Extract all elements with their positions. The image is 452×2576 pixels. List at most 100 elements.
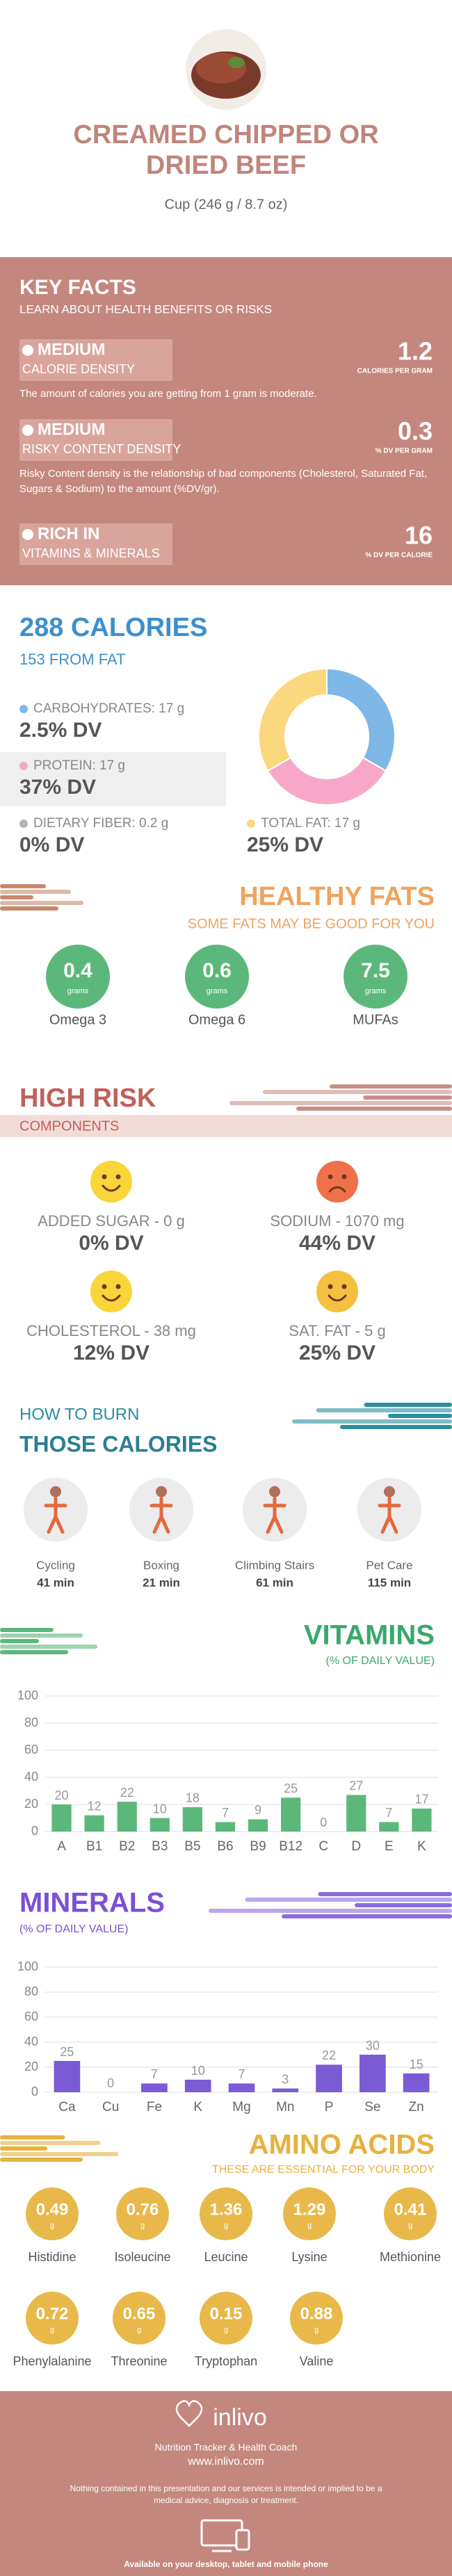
subtitle-band bbox=[0, 1115, 452, 1137]
value-label: 25 bbox=[60, 2045, 74, 2059]
x-tick-label: Mg bbox=[232, 2100, 250, 2114]
bar bbox=[54, 2061, 81, 2092]
x-tick-label: C bbox=[318, 1839, 328, 1854]
amino-name: Phenylalanine bbox=[13, 2354, 91, 2368]
fact-level: MEDIUM bbox=[38, 420, 105, 439]
section-title: KEY FACTS bbox=[19, 276, 136, 299]
decor-stripe bbox=[388, 1414, 452, 1418]
bar bbox=[412, 1808, 432, 1832]
amino-value: 0.76 bbox=[127, 2200, 159, 2219]
section-title: HEALTHY FATS bbox=[239, 882, 435, 911]
face-icon bbox=[316, 1161, 358, 1203]
activity-name: Climbing Stairs bbox=[235, 1558, 314, 1572]
amino-value: 0.41 bbox=[394, 2200, 427, 2219]
fact-icon bbox=[22, 425, 33, 436]
fact-unit: % DV PER GRAM bbox=[376, 448, 433, 455]
fat-unit: grams bbox=[365, 987, 387, 995]
nutrient-label: PROTEIN: 17 g bbox=[33, 758, 125, 773]
y-tick-label: 80 bbox=[24, 1715, 38, 1729]
section-subtitle: LEARN ABOUT HEALTH BENEFITS OR RISKS bbox=[19, 302, 272, 316]
decor-stripe bbox=[0, 901, 83, 905]
footer-tagline: Nutrition Tracker & Health Coach bbox=[155, 2442, 298, 2453]
nutrient-label: TOTAL FAT: 17 g bbox=[261, 816, 360, 831]
amino-name: Leucine bbox=[204, 2250, 248, 2264]
calories-title: 288 CALORIES bbox=[19, 613, 207, 642]
decor-stripe bbox=[0, 1650, 68, 1654]
x-tick-label: Fe bbox=[147, 2100, 162, 2114]
bar bbox=[228, 2083, 255, 2092]
amino-value: 0.88 bbox=[300, 2304, 333, 2323]
amino-name: Lysine bbox=[291, 2250, 327, 2264]
nutrient-dot bbox=[247, 820, 255, 828]
value-label: 17 bbox=[414, 1793, 428, 1807]
amino-value: 0.15 bbox=[210, 2304, 243, 2323]
fat-value: 7.5 bbox=[361, 959, 390, 982]
section-title: HIGH RISK bbox=[19, 1084, 156, 1113]
section-title-top: HOW TO BURN bbox=[19, 1405, 139, 1424]
amino-name: Histidine bbox=[28, 2250, 76, 2264]
fact-icon bbox=[22, 345, 33, 356]
page-subtitle: Cup (246 g / 8.7 oz) bbox=[165, 197, 288, 212]
amino-unit: g bbox=[314, 2326, 318, 2334]
value-label: 30 bbox=[366, 2039, 380, 2053]
fat-value: 0.4 bbox=[63, 959, 92, 982]
fact-badge bbox=[19, 339, 172, 381]
fact-description-box: The amount of calories you are getting f… bbox=[19, 388, 317, 400]
amino-circle bbox=[26, 2292, 79, 2345]
page-title: CREAMED CHIPPED OR DRIED BEEF bbox=[73, 120, 379, 180]
figure-body bbox=[263, 1497, 286, 1534]
y-tick-label: 60 bbox=[24, 2010, 38, 2023]
value-label: 15 bbox=[410, 2057, 423, 2071]
page-title-box: CREAMED CHIPPED OR DRIED BEEF bbox=[73, 120, 379, 180]
bar bbox=[117, 1802, 137, 1832]
fact-unit: % DV PER CALORIE bbox=[365, 552, 433, 560]
bar bbox=[403, 2073, 430, 2092]
amino-circle bbox=[290, 2292, 343, 2345]
activity-time: 115 min bbox=[368, 1576, 411, 1589]
x-tick-label: Cu bbox=[102, 2100, 119, 2114]
value-label: 0 bbox=[320, 1816, 327, 1829]
fact-unit: CALORIES PER GRAM bbox=[357, 368, 433, 375]
fat-circle bbox=[344, 945, 407, 1009]
amino-circle bbox=[200, 2187, 252, 2240]
decor-stripe bbox=[0, 895, 33, 899]
decor-stripe bbox=[340, 1425, 452, 1429]
x-tick-label: B9 bbox=[250, 1839, 266, 1854]
fat-circle bbox=[185, 945, 249, 1009]
amino-name: Threonine bbox=[111, 2354, 167, 2368]
value-label: 20 bbox=[55, 1788, 69, 1802]
fat-unit: grams bbox=[67, 987, 89, 995]
fact-badge bbox=[19, 419, 172, 461]
amino-unit: g bbox=[50, 2326, 54, 2334]
risk-label: CHOLESTEROL - 38 mg bbox=[26, 1322, 196, 1339]
bar bbox=[84, 1815, 104, 1832]
x-tick-label: B6 bbox=[217, 1839, 233, 1854]
decor-stripe bbox=[0, 906, 58, 911]
x-tick-label: K bbox=[417, 1839, 426, 1854]
amino-circle bbox=[200, 2292, 252, 2345]
bar bbox=[141, 2083, 168, 2092]
nutrient-dv: 0% DV bbox=[19, 833, 84, 856]
x-tick-label: B5 bbox=[184, 1839, 200, 1854]
bar bbox=[346, 1795, 366, 1832]
value-label: 18 bbox=[186, 1791, 200, 1805]
amino-unit: g bbox=[50, 2222, 54, 2230]
bar bbox=[281, 1798, 301, 1832]
nutrient-label: CARBOHYDRATES: 17 g bbox=[33, 701, 184, 716]
bar bbox=[184, 2080, 211, 2092]
footer-disclaimer-box: Nothing contained in this presentation a… bbox=[70, 2484, 382, 2505]
x-tick-label: B1 bbox=[86, 1839, 102, 1854]
footer-disclaimer: Nothing contained in this presentation a… bbox=[70, 2484, 382, 2505]
beef-image bbox=[186, 29, 266, 110]
amino-circle bbox=[116, 2187, 169, 2240]
face-eye bbox=[328, 1284, 333, 1289]
decor-stripe bbox=[0, 890, 71, 894]
x-tick-label: B2 bbox=[119, 1839, 135, 1854]
section-subtitle: SOME FATS MAY BE GOOD FOR YOU bbox=[188, 916, 435, 931]
face-eye bbox=[328, 1174, 333, 1180]
bar bbox=[248, 1819, 268, 1832]
bar bbox=[272, 2088, 299, 2092]
fact-value: 0.3 bbox=[398, 417, 433, 446]
